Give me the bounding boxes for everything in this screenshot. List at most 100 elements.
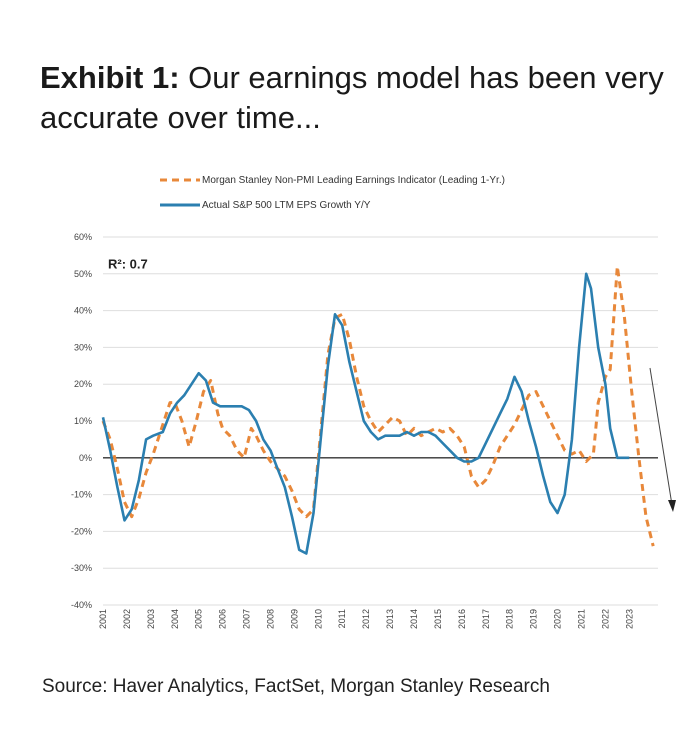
x-tick-label: 2015 [433, 609, 443, 629]
data-point [457, 435, 458, 436]
data-point [471, 476, 472, 477]
data-point [222, 428, 223, 429]
x-tick-label: 2018 [505, 609, 515, 629]
data-point [234, 406, 235, 407]
data-point [413, 428, 414, 429]
chart-title-exhibit: Exhibit 1: [40, 60, 180, 95]
data-point [198, 373, 199, 374]
chart-title-text: Our earnings model has been very accurat… [40, 60, 664, 135]
data-point [356, 376, 357, 377]
data-point [543, 476, 544, 477]
gridlines [103, 236, 658, 606]
x-tick-label: 2020 [553, 609, 563, 629]
source-note: Source: Haver Analytics, FactSet, Morgan… [42, 676, 550, 697]
data-point [291, 490, 292, 491]
data-point [181, 420, 182, 421]
x-axis: 2001 2002 2003 2004 2005 2006 2007 2008 2009 2010… [98, 609, 634, 629]
data-point [543, 406, 544, 407]
data-point [363, 420, 364, 421]
plot-area [101, 264, 655, 555]
data-point [557, 512, 558, 513]
data-point [492, 428, 493, 429]
data-point [629, 457, 630, 458]
data-point [564, 494, 565, 495]
data-point [399, 420, 400, 421]
data-point [203, 391, 204, 392]
y-tick-label: 20% [74, 379, 92, 389]
data-point [392, 417, 393, 418]
data-point [464, 461, 465, 462]
data-point [356, 391, 357, 392]
data-point [485, 479, 486, 480]
data-point [571, 439, 572, 440]
data-point [421, 435, 422, 436]
data-point [117, 487, 118, 488]
data-point [184, 395, 185, 396]
data-point [457, 457, 458, 458]
data-point [117, 468, 118, 469]
data-point [521, 409, 522, 410]
data-point [571, 454, 572, 455]
trend-arrow-head [668, 500, 676, 512]
data-point [363, 406, 364, 407]
data-point [277, 468, 278, 469]
data-point [485, 443, 486, 444]
x-tick-label: 2002 [122, 609, 132, 629]
data-point [421, 431, 422, 432]
data-point [174, 402, 175, 403]
data-point [593, 454, 594, 455]
data-point [284, 476, 285, 477]
data-point [191, 384, 192, 385]
data-point [131, 516, 132, 517]
data-point [579, 347, 580, 348]
data-point [564, 450, 565, 451]
data-point [557, 435, 558, 436]
y-tick-label: -40% [71, 600, 92, 610]
data-point [146, 439, 147, 440]
data-point [342, 314, 343, 315]
data-point [169, 413, 170, 414]
data-point [102, 417, 103, 418]
data-point [500, 446, 501, 447]
chart-title: Exhibit 1: Our earnings model has been v… [40, 58, 680, 138]
data-point [406, 435, 407, 436]
x-tick-label: 2004 [170, 609, 180, 629]
data-point [306, 516, 307, 517]
data-point [514, 376, 515, 377]
r-squared-annotation: R²: 0.7 [108, 256, 148, 271]
data-point [244, 457, 245, 458]
x-tick-label: 2016 [457, 609, 467, 629]
trend-arrow [649, 367, 676, 512]
data-point [610, 428, 611, 429]
data-point [153, 435, 154, 436]
data-point [378, 439, 379, 440]
y-tick-label: -30% [71, 563, 92, 573]
data-point [124, 520, 125, 521]
x-tick-label: 2009 [289, 609, 299, 629]
data-point [579, 450, 580, 451]
data-point [299, 549, 300, 550]
data-point [478, 487, 479, 488]
data-point [349, 339, 350, 340]
data-point [291, 516, 292, 517]
data-point [248, 409, 249, 410]
data-point [478, 457, 479, 458]
x-tick-label: 2005 [194, 609, 204, 629]
data-point [507, 435, 508, 436]
data-point [334, 314, 335, 315]
x-tick-label: 2019 [529, 609, 539, 629]
x-tick-label: 2010 [313, 609, 323, 629]
data-point [471, 461, 472, 462]
data-point [428, 431, 429, 432]
data-point [442, 443, 443, 444]
x-tick-label: 2011 [337, 609, 347, 628]
data-point [284, 487, 285, 488]
data-point [406, 431, 407, 432]
data-point [598, 402, 599, 403]
data-point [236, 450, 237, 451]
x-tick-label: 2008 [265, 609, 275, 629]
data-point [378, 431, 379, 432]
data-point [449, 428, 450, 429]
data-point [251, 428, 252, 429]
